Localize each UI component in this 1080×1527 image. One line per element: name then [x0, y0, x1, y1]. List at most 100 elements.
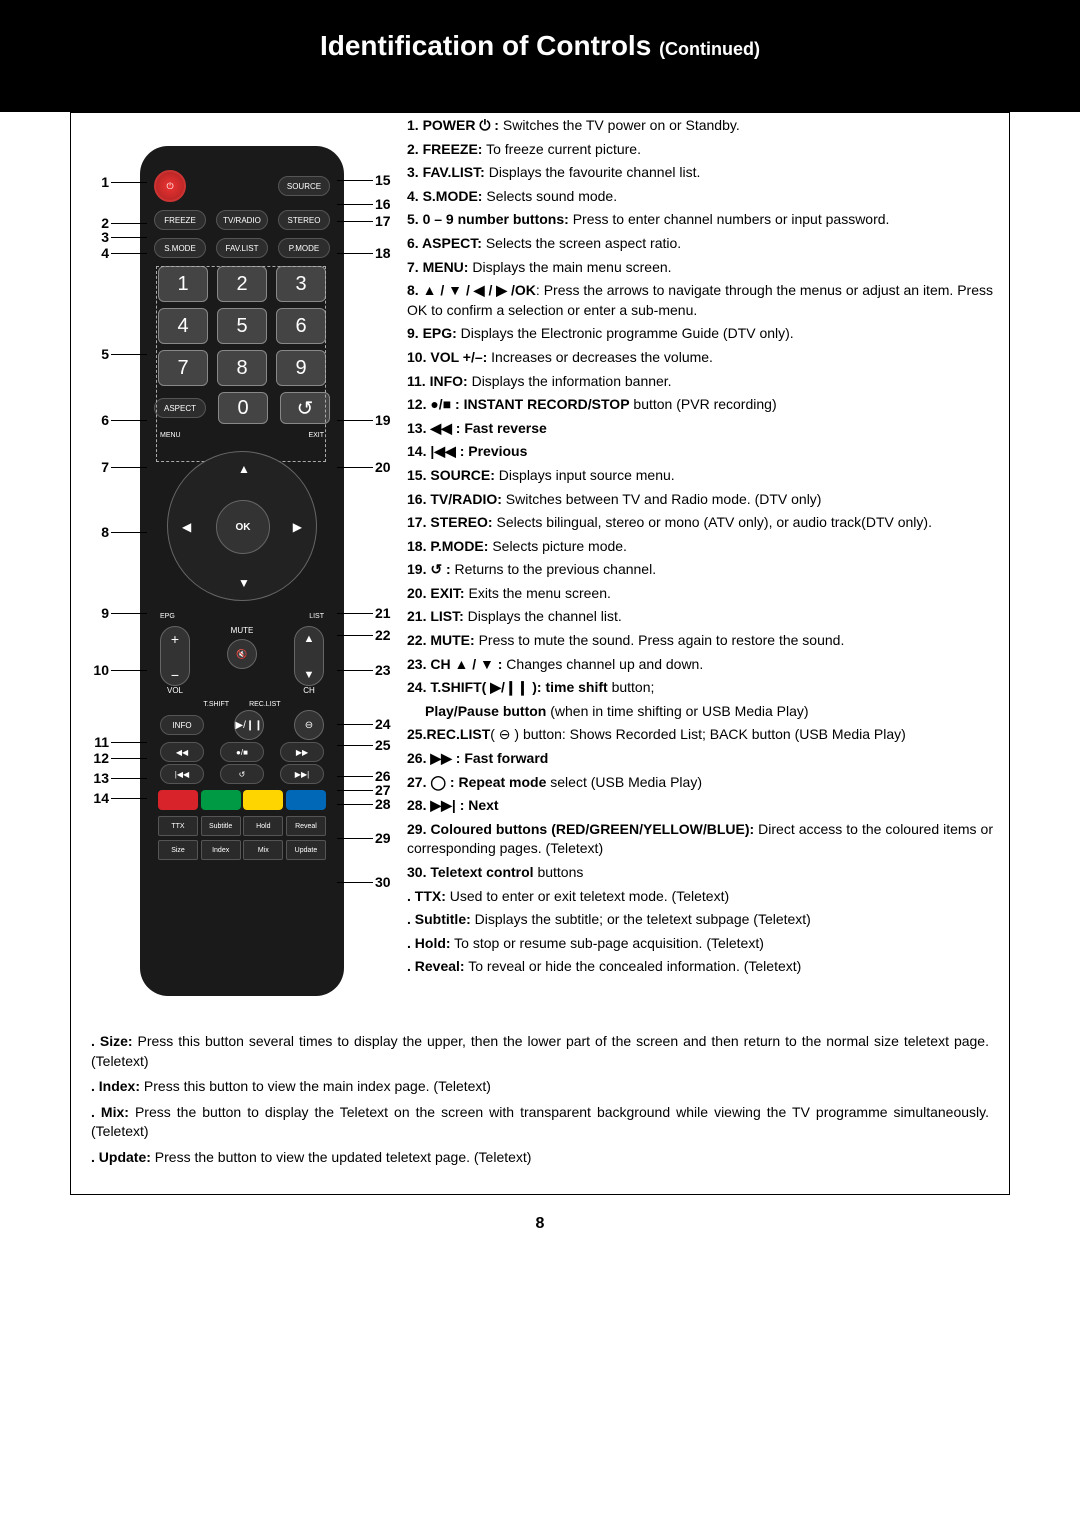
- callout-line: [337, 635, 373, 636]
- info-button[interactable]: INFO: [160, 715, 204, 735]
- callout-line: [111, 670, 147, 671]
- callout-line: [111, 467, 147, 468]
- description-label: 10. VOL +/–:: [407, 349, 487, 365]
- rewind-button[interactable]: ◀◀: [160, 742, 204, 762]
- ch-rocker[interactable]: ▲▼: [294, 626, 324, 686]
- description-text: Switches between TV and Radio mode. (DTV…: [502, 491, 822, 507]
- callout-number: 5: [85, 346, 109, 362]
- callout-line: [337, 467, 373, 468]
- vol-rocker[interactable]: +−: [160, 626, 190, 686]
- blue-button[interactable]: [286, 790, 326, 810]
- description-text: Displays the Electronic programme Guide …: [457, 325, 794, 341]
- callout-line: [337, 776, 373, 777]
- description-label: 12. ●/■ : INSTANT RECORD/STOP: [407, 396, 630, 412]
- bottom-note-item: . Size: Press this button several times …: [91, 1032, 989, 1071]
- content-frame: Remote Control ⏻ SOURCE F: [70, 112, 1010, 1195]
- size-button[interactable]: Size: [158, 840, 198, 860]
- description-item: 23. CH ▲ / ▼ : Changes channel up and do…: [407, 655, 993, 675]
- description-label: . Reveal:: [407, 958, 465, 974]
- remote-body: ⏻ SOURCE FREEZE TV/RADIO STEREO S.MODE: [140, 146, 344, 996]
- index-button[interactable]: Index: [201, 840, 241, 860]
- callout-number: 18: [375, 245, 399, 261]
- fforward-button[interactable]: ▶▶: [280, 742, 324, 762]
- callout-number: 29: [375, 830, 399, 846]
- callout-line: [111, 758, 147, 759]
- rec-stop-button[interactable]: ●/■: [220, 742, 264, 762]
- tshift-reclist-labels: T.SHIFT REC.LIST: [160, 701, 324, 708]
- description-item: 27. ◯ : Repeat mode select (USB Media Pl…: [407, 773, 993, 793]
- description-label: 26. ▶▶ : Fast forward: [407, 750, 548, 766]
- ok-button[interactable]: OK: [216, 500, 270, 554]
- description-label: Play/Pause button: [425, 703, 546, 719]
- vol-group: +− VOL: [160, 626, 190, 695]
- description-item: 5. 0 – 9 number buttons: Press to enter …: [407, 210, 993, 230]
- callout-number: 4: [85, 245, 109, 261]
- hold-button[interactable]: Hold: [243, 816, 283, 836]
- description-item: 29. Coloured buttons (RED/GREEN/YELLOW/B…: [407, 820, 993, 859]
- mute-button[interactable]: 🔇: [227, 639, 257, 669]
- description-label: 2. FREEZE:: [407, 141, 482, 157]
- callout-line: [337, 253, 373, 254]
- nav-ring[interactable]: ▲ ▼ ◀ ▶ OK: [167, 451, 317, 601]
- description-item: 4. S.MODE: Selects sound mode.: [407, 187, 993, 207]
- play-pause-button[interactable]: ▶/❙❙: [234, 710, 264, 740]
- description-item: 8. ▲ / ▼ / ◀ / ▶ /OK: Press the arrows t…: [407, 281, 993, 320]
- title-continued: (Continued): [659, 39, 760, 59]
- bottom-notes: . Size: Press this button several times …: [71, 1026, 1009, 1168]
- red-button[interactable]: [158, 790, 198, 810]
- description-item: 10. VOL +/–: Increases or decreases the …: [407, 348, 993, 368]
- teletext-row-2: Size Index Mix Update: [158, 840, 326, 860]
- callout-number: 8: [85, 524, 109, 540]
- title-text: Identification of Controls: [320, 30, 651, 61]
- description-text: buttons: [534, 864, 584, 880]
- stereo-button[interactable]: STEREO: [278, 210, 330, 230]
- callout-line: [337, 420, 373, 421]
- smode-button[interactable]: S.MODE: [154, 238, 206, 258]
- description-item: 2. FREEZE: To freeze current picture.: [407, 140, 993, 160]
- yellow-button[interactable]: [243, 790, 283, 810]
- description-text: Increases or decreases the volume.: [487, 349, 713, 365]
- ttx-button[interactable]: TTX: [158, 816, 198, 836]
- description-label: 14. |◀◀ : Previous: [407, 443, 527, 459]
- callout-number: 21: [375, 605, 399, 621]
- reclist-button[interactable]: ⊖: [294, 710, 324, 740]
- callout-number: 16: [375, 196, 399, 212]
- subtitle-button[interactable]: Subtitle: [201, 816, 241, 836]
- description-label: 24. T.SHIFT( ▶/❙❙ ): time shift: [407, 679, 608, 695]
- source-button[interactable]: SOURCE: [278, 176, 330, 196]
- green-button[interactable]: [201, 790, 241, 810]
- callout-number: 1: [85, 174, 109, 190]
- description-label: . Subtitle:: [407, 911, 471, 927]
- bottom-note-label: . Size:: [91, 1033, 133, 1049]
- description-item: 17. STEREO: Selects bilingual, stereo or…: [407, 513, 993, 533]
- nav-left-icon: ◀: [182, 520, 191, 534]
- description-label: 5. 0 – 9 number buttons:: [407, 211, 569, 227]
- description-item: 20. EXIT: Exits the menu screen.: [407, 584, 993, 604]
- reveal-button[interactable]: Reveal: [286, 816, 326, 836]
- tvradio-button[interactable]: TV/RADIO: [216, 210, 268, 230]
- callout-number: 17: [375, 213, 399, 229]
- description-text: Selects picture mode.: [488, 538, 627, 554]
- description-label: . Hold:: [407, 935, 451, 951]
- prev-button[interactable]: |◀◀: [160, 764, 204, 784]
- bottom-note-text: Press the button to view the updated tel…: [151, 1149, 532, 1165]
- callout-line: [337, 790, 373, 791]
- callout-number: 12: [85, 750, 109, 766]
- description-text: Switches the TV power on or Standby.: [499, 117, 740, 133]
- mix-button[interactable]: Mix: [243, 840, 283, 860]
- remote-wrap: ⏻ SOURCE FREEZE TV/RADIO STEREO S.MODE: [87, 116, 397, 1026]
- ch-group: ▲▼ CH: [294, 626, 324, 695]
- description-item: 6. ASPECT: Selects the screen aspect rat…: [407, 234, 993, 254]
- pmode-button[interactable]: P.MODE: [278, 238, 330, 258]
- description-label: 19. ↺ :: [407, 561, 451, 577]
- next-button[interactable]: ▶▶|: [280, 764, 324, 784]
- repeat-button[interactable]: ↺: [220, 764, 264, 784]
- bottom-note-text: Press the button to display the Teletext…: [91, 1104, 989, 1140]
- vol-label: VOL: [160, 686, 190, 695]
- callout-number: 23: [375, 662, 399, 678]
- update-button[interactable]: Update: [286, 840, 326, 860]
- numpad-dashed-box: [156, 266, 326, 462]
- favlist-button[interactable]: FAV.LIST: [216, 238, 268, 258]
- freeze-button[interactable]: FREEZE: [154, 210, 206, 230]
- power-button[interactable]: ⏻: [154, 170, 186, 202]
